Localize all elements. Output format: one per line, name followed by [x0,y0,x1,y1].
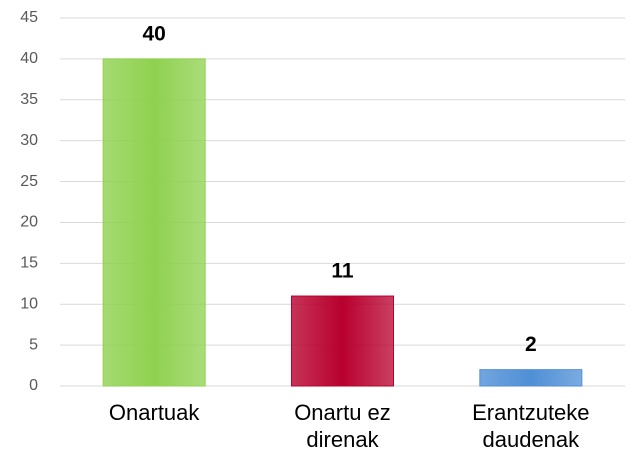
y-tick-label: 25 [20,173,38,190]
y-tick-label: 30 [20,132,38,149]
bar [291,295,394,387]
x-tick-label: Onartuak [108,400,200,425]
value-label: 11 [331,260,354,283]
value-label: 40 [142,22,165,45]
x-tick-label: Onartu ez direnak [294,400,391,452]
y-tick-label: 45 [20,9,38,26]
y-tick-label: 10 [20,295,38,312]
bar [479,369,583,387]
x-tick-label: Erantzuteke daudenak [472,400,590,452]
y-tick-label: 5 [29,336,38,353]
y-tick-label: 15 [20,255,38,272]
y-tick-label: 0 [29,377,38,394]
value-label: 2 [525,333,537,356]
bar [102,58,206,387]
y-tick-label: 40 [20,50,38,67]
y-tick-label: 20 [20,214,38,231]
y-tick-label: 35 [20,91,38,108]
